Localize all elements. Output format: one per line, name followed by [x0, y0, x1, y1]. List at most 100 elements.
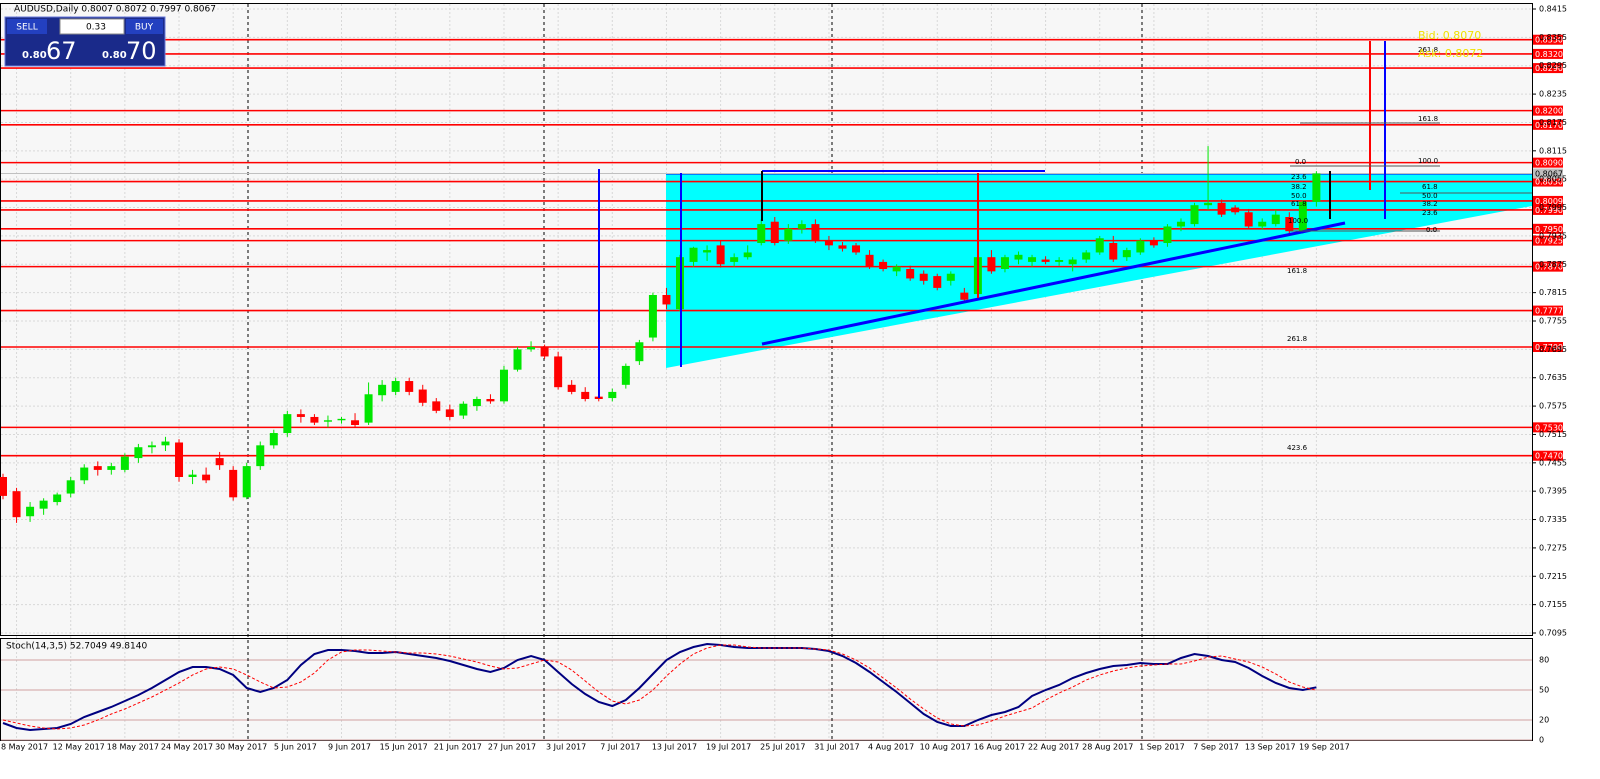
price-level-label: 0.8320	[1535, 50, 1563, 59]
candle-body	[838, 245, 847, 249]
sell-button[interactable]	[7, 19, 47, 34]
x-tick-label: 5 Jun 2017	[274, 743, 317, 752]
candle-body	[703, 250, 712, 253]
lot-value[interactable]: 0.33	[86, 23, 106, 33]
candle-body	[310, 416, 319, 423]
trendline	[761, 221, 1346, 346]
sell-label[interactable]: SELL	[16, 23, 37, 33]
buy-label[interactable]: BUY	[135, 23, 154, 33]
candle-body	[1271, 214, 1280, 225]
candle-body	[743, 252, 752, 258]
buy-button[interactable]	[126, 19, 163, 34]
candle-body	[1014, 254, 1023, 260]
candle-body	[689, 247, 698, 262]
price-level-tag	[1533, 63, 1563, 74]
candle-body	[540, 347, 549, 357]
chart-title: AUDUSD,Daily 0.8007 0.8072 0.7997 0.8067	[14, 5, 216, 15]
candle-body	[1136, 240, 1145, 253]
candle-body	[134, 447, 143, 459]
stoch-tick-label: 0	[1539, 736, 1544, 745]
price-level-label: 0.7530	[1535, 423, 1563, 432]
quote-label: Bid: 0.8070	[1418, 29, 1481, 42]
x-tick-label: 10 Aug 2017	[920, 743, 971, 752]
y-tick-label: 0.8055	[1539, 175, 1567, 184]
candle-body	[472, 399, 481, 407]
candle-body	[906, 269, 915, 279]
x-tick-label: 3 Jul 2017	[546, 743, 586, 752]
price-level-tag	[1533, 305, 1563, 316]
quote-label: Ask: 0.8072	[1418, 47, 1483, 60]
price-level-tag	[1533, 342, 1563, 352]
y-tick-label: 0.8115	[1539, 146, 1567, 155]
y-tick-label: 0.7635	[1539, 373, 1567, 382]
x-tick-label: 12 May 2017	[53, 743, 105, 752]
fib-label: 23.6	[1422, 209, 1438, 217]
y-tick-label: 0.7695	[1539, 345, 1567, 354]
price-level-label: 0.8050	[1535, 178, 1563, 187]
price-level-label: 0.8290	[1535, 64, 1563, 73]
candle-body	[66, 480, 75, 494]
fib-label: 100.0	[1288, 217, 1308, 225]
candle-body	[892, 266, 901, 272]
candle-body	[527, 347, 536, 350]
y-tick-label: 0.7455	[1539, 458, 1567, 467]
price-level-tag	[1533, 204, 1563, 215]
price-level-label: 0.7990	[1535, 206, 1563, 215]
candle-body	[608, 391, 617, 399]
y-tick-label: 0.7395	[1539, 487, 1567, 496]
price-level-tag	[1533, 450, 1563, 461]
fib-label: 0.0	[1295, 158, 1306, 166]
candle-body	[1068, 259, 1077, 265]
x-tick-label: 27 Jun 2017	[488, 743, 536, 752]
price-level-label: 0.7925	[1535, 237, 1563, 246]
candle-body	[80, 467, 89, 481]
x-tick-label: 21 Jun 2017	[434, 743, 482, 752]
candle-body	[256, 445, 265, 467]
price-level-tag	[1533, 34, 1563, 45]
y-tick-label: 0.7215	[1539, 572, 1567, 581]
candle-body	[1122, 250, 1131, 258]
y-tick-label: 0.7755	[1539, 317, 1567, 326]
price-level-tag	[1533, 235, 1563, 246]
fib-label: 0.0	[1426, 226, 1437, 234]
candle-body	[1028, 257, 1037, 262]
candle-body	[933, 276, 942, 288]
price-level-tag	[1533, 105, 1563, 116]
price-level-label: 0.8009	[1535, 197, 1563, 206]
y-tick-label: 0.7095	[1539, 629, 1567, 638]
price-level-tag	[1533, 261, 1563, 272]
candle-body	[323, 420, 332, 422]
price-level-tag	[1533, 157, 1563, 168]
fib-label: 50.0	[1291, 192, 1307, 200]
y-tick-label: 0.8175	[1539, 118, 1567, 127]
x-tick-label: 25 Jul 2017	[760, 743, 805, 752]
candle-body	[865, 254, 874, 267]
candle-body	[1095, 238, 1104, 253]
candle-body	[567, 384, 576, 392]
levels-layer: 0.8350 0.8320 0.8290 0.8200 0.8170 0.8090 0.80…	[1, 34, 1563, 461]
x-tick-label: 19 Sep 2017	[1299, 743, 1350, 752]
price-level-label: 0.7470	[1535, 452, 1563, 461]
candle-body	[405, 381, 414, 392]
price-level-label: 0.8170	[1535, 121, 1563, 130]
x-tick-label: 16 Aug 2017	[974, 743, 1025, 752]
lot-input[interactable]	[59, 18, 125, 35]
candle-body	[351, 420, 360, 425]
price-level-label: 0.8090	[1535, 159, 1563, 168]
candle-body	[215, 458, 224, 466]
candle-body	[797, 224, 806, 229]
candle-body	[39, 500, 48, 509]
candle-body	[1190, 205, 1199, 225]
stoch-line	[2, 642, 1317, 732]
candle-body	[1258, 221, 1267, 227]
period-separators	[247, 4, 1143, 740]
candle-body	[391, 381, 400, 392]
y-tick-label: 0.8235	[1539, 90, 1567, 99]
candle-body	[554, 356, 563, 388]
price-level-tag	[1533, 422, 1563, 433]
fib-label: 261.8	[1418, 46, 1438, 54]
candle-body	[12, 491, 21, 518]
candle-body	[1244, 212, 1253, 227]
candle-body	[188, 474, 197, 477]
